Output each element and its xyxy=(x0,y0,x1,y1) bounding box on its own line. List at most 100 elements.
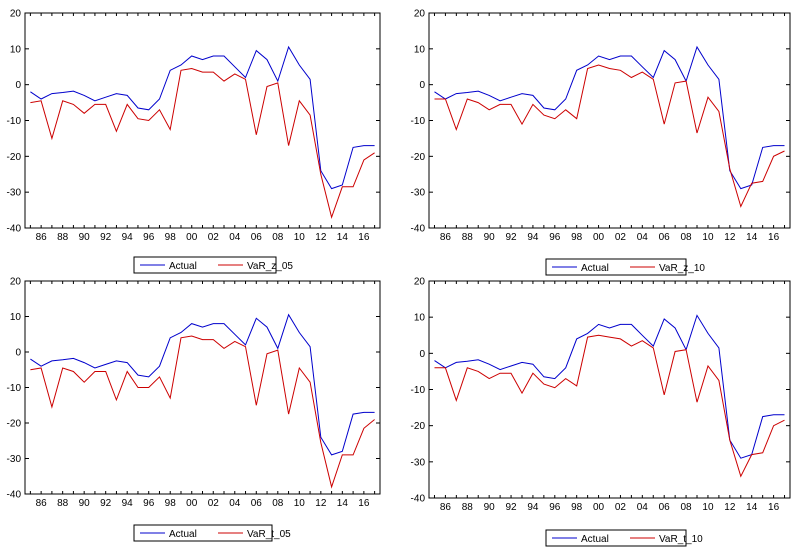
y-tick-label: -40 xyxy=(411,224,426,235)
y-tick-label: 20 xyxy=(414,9,426,20)
legend-label: VaR_t_05 xyxy=(247,529,291,540)
legend-box xyxy=(133,256,277,274)
legend-label: VaR_z_10 xyxy=(659,263,705,274)
x-tick-label: 88 xyxy=(57,498,69,509)
x-tick-label: 00 xyxy=(186,232,198,243)
x-tick-label: 08 xyxy=(272,498,284,509)
x-tick-label: 02 xyxy=(208,498,220,509)
x-tick-label: 16 xyxy=(768,232,780,243)
series-line-actual xyxy=(30,313,375,456)
x-tick-label: 04 xyxy=(229,232,241,243)
x-tick-label: 06 xyxy=(659,232,671,243)
x-tick-label: 92 xyxy=(505,502,517,513)
x-tick-label: 00 xyxy=(593,232,605,243)
y-tick-label: -40 xyxy=(411,494,426,505)
x-tick-label: 90 xyxy=(484,502,496,513)
x-tick-label: 06 xyxy=(251,498,263,509)
series-line-var-z-10 xyxy=(434,64,785,208)
y-tick-label: -30 xyxy=(7,454,22,465)
x-tick-label: 04 xyxy=(637,232,649,243)
legend: Actual VaR_z_05 xyxy=(133,256,293,274)
x-tick-label: 12 xyxy=(315,498,327,509)
x-tick-label: 00 xyxy=(186,498,198,509)
legend-label: Actual xyxy=(169,529,197,540)
x-tick-label: 98 xyxy=(165,498,177,509)
legend-box xyxy=(133,524,273,542)
legend-label: VaR_t_10 xyxy=(659,534,703,545)
y-tick-label: -20 xyxy=(411,421,426,432)
x-tick-label: 96 xyxy=(549,232,561,243)
x-tick-label: 02 xyxy=(208,232,220,243)
series-line-var-t-10 xyxy=(434,334,785,478)
x-tick-label: 86 xyxy=(440,232,452,243)
x-tick-label: 10 xyxy=(702,502,714,513)
y-tick-label: -10 xyxy=(7,116,22,127)
y-tick-label: -40 xyxy=(7,224,22,235)
x-tick-label: 94 xyxy=(527,502,539,513)
legend-label: Actual xyxy=(169,261,197,272)
y-tick-label: 10 xyxy=(10,44,22,55)
x-tick-label: 98 xyxy=(571,502,583,513)
x-tick-label: 02 xyxy=(615,502,627,513)
x-tick-label: 88 xyxy=(462,232,474,243)
chart-panel-3: 20 10 0 -10 -20 -30 -40 86 88 90 92 94 96 98 00 02 04 06 0… xyxy=(7,277,381,542)
legend-label: Actual xyxy=(581,534,609,545)
y-tick-label: -30 xyxy=(411,457,426,468)
y-tick-label: 20 xyxy=(10,9,22,20)
x-tick-label: 16 xyxy=(358,232,370,243)
y-tick-label: -10 xyxy=(7,383,22,394)
y-tick-label: 0 xyxy=(15,348,21,359)
series-line-actual xyxy=(434,45,785,190)
y-tick-label: 10 xyxy=(10,312,22,323)
x-tick-label: 96 xyxy=(143,232,155,243)
y-tick-label: -10 xyxy=(411,385,426,396)
y-tick-label: 0 xyxy=(419,80,425,91)
plot-frame xyxy=(24,280,381,495)
x-tick-label: 92 xyxy=(505,232,517,243)
x-tick-label: 92 xyxy=(100,232,112,243)
x-tick-label: 06 xyxy=(251,232,263,243)
y-tick-label: -20 xyxy=(7,152,22,163)
plot-frame xyxy=(428,280,791,499)
chart-panel-2: 20 10 0 -10 -20 -30 -40 86 88 90 92 94 96 98 00 02 04 06 0… xyxy=(411,9,791,276)
x-tick-label: 86 xyxy=(36,232,48,243)
legend-box xyxy=(545,529,687,547)
x-tick-label: 14 xyxy=(337,498,349,509)
x-tick-label: 12 xyxy=(724,502,736,513)
series-line-actual xyxy=(30,45,375,190)
series-line-var-z-05 xyxy=(30,67,375,220)
y-tick-label: 0 xyxy=(419,349,425,360)
x-tick-label: 14 xyxy=(746,232,758,243)
x-tick-label: 90 xyxy=(79,498,91,509)
series-line-actual xyxy=(434,314,785,459)
x-tick-label: 16 xyxy=(358,498,370,509)
y-tick-label: -10 xyxy=(411,116,426,127)
x-tick-label: 06 xyxy=(659,502,671,513)
y-tick-label: -40 xyxy=(7,490,22,501)
legend: Actual VaR_z_10 xyxy=(545,258,705,276)
x-tick-label: 00 xyxy=(593,502,605,513)
x-tick-label: 88 xyxy=(57,232,69,243)
chart-panel-1: 20 10 0 -10 -20 -30 -40 86 88 90 92 94 96 98 00 02 04 06 0… xyxy=(7,9,381,274)
x-tick-label: 88 xyxy=(462,502,474,513)
x-tick-label: 96 xyxy=(143,498,155,509)
x-tick-label: 02 xyxy=(615,232,627,243)
legend-box xyxy=(545,258,687,276)
legend-label: VaR_z_05 xyxy=(247,261,293,272)
x-tick-label: 04 xyxy=(637,502,649,513)
plot-frame xyxy=(428,12,791,229)
x-tick-label: 12 xyxy=(724,232,736,243)
x-tick-label: 08 xyxy=(681,502,693,513)
legend-label: Actual xyxy=(581,263,609,274)
x-tick-label: 98 xyxy=(165,232,177,243)
series-line-var-t-05 xyxy=(30,335,375,489)
x-tick-label: 14 xyxy=(746,502,758,513)
x-tick-label: 90 xyxy=(79,232,91,243)
x-tick-label: 94 xyxy=(122,498,134,509)
x-tick-label: 14 xyxy=(337,232,349,243)
x-tick-label: 86 xyxy=(36,498,48,509)
y-tick-label: 10 xyxy=(414,313,426,324)
x-tick-label: 12 xyxy=(315,232,327,243)
